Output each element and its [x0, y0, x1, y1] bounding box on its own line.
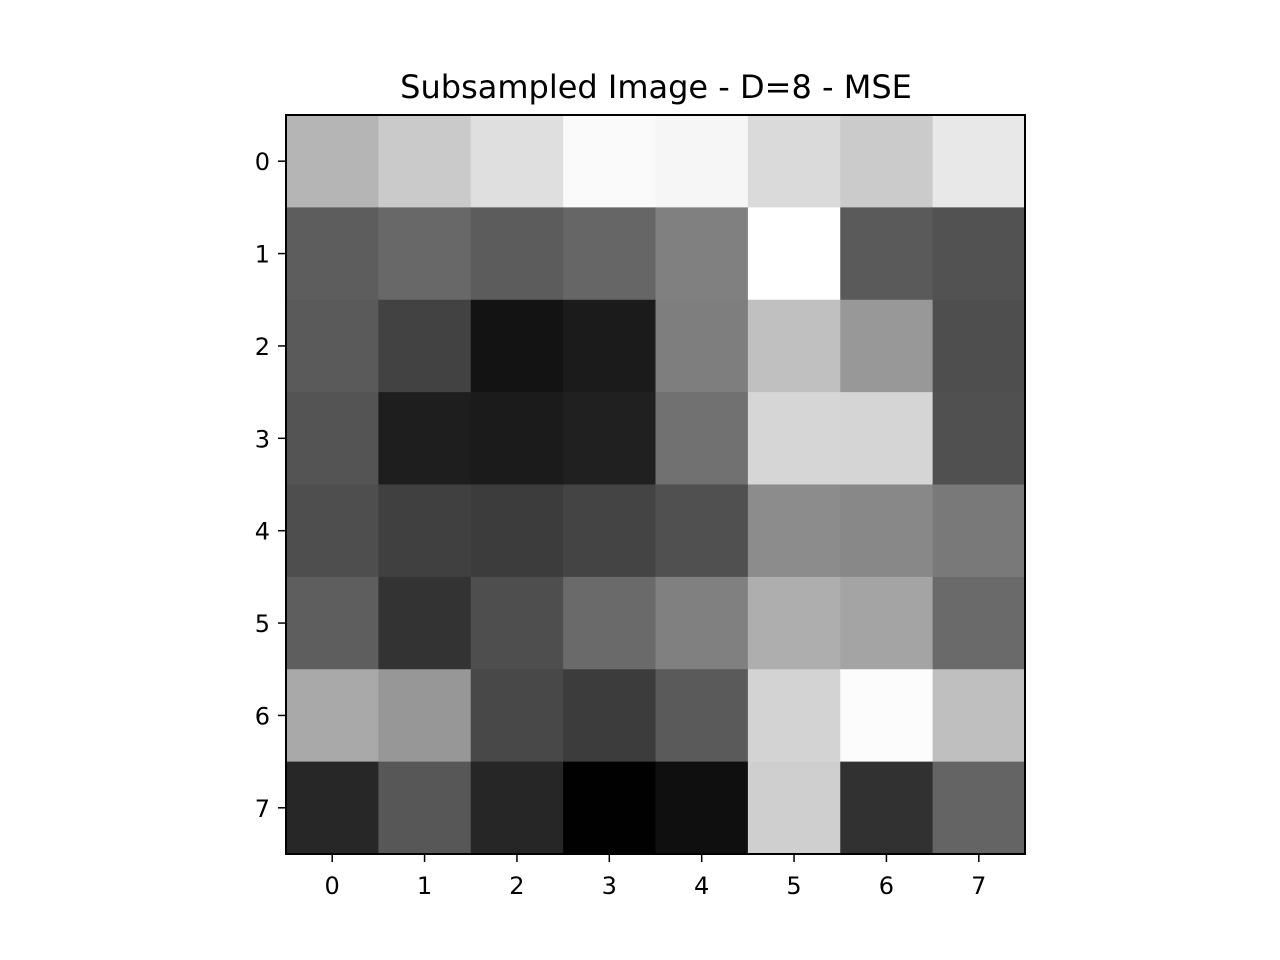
x-axis: 0 1 2 3 4 5 6 7	[325, 854, 986, 900]
heatmap-cell	[378, 299, 472, 393]
chart-title: Subsampled Image - D=8 - MSE	[400, 68, 912, 106]
heatmap-cell	[470, 761, 564, 855]
x-tick-label: 3	[602, 872, 617, 900]
heatmap-cell	[840, 484, 934, 578]
heatmap-cell	[470, 669, 564, 763]
heatmap-cell	[563, 761, 657, 855]
heatmap-cell	[747, 576, 841, 670]
heatmap-cell	[747, 669, 841, 763]
heatmap-cell	[932, 392, 1026, 486]
heatmap-cell	[840, 299, 934, 393]
heatmap-cell	[378, 115, 472, 208]
heatmap-cell	[932, 299, 1026, 393]
heatmap-cell	[655, 576, 749, 670]
heatmap-cell	[378, 207, 472, 301]
heatmap-cell	[470, 576, 564, 670]
heatmap-cell	[655, 392, 749, 486]
heatmap-cell	[563, 669, 657, 763]
heatmap-cell	[286, 576, 379, 670]
heatmap-cell	[563, 392, 657, 486]
heatmap-cell	[563, 576, 657, 670]
heatmap-cell	[747, 392, 841, 486]
heatmap-cell	[932, 576, 1026, 670]
heatmap-cell	[286, 484, 379, 578]
heatmap-cell	[747, 299, 841, 393]
y-tick-label: 2	[255, 333, 270, 361]
heatmap-cell	[470, 484, 564, 578]
heatmap-cell	[840, 115, 934, 208]
heatmap-cell	[563, 115, 657, 208]
heatmap-cell	[932, 207, 1026, 301]
y-axis: 0 1 2 3 4 5 6 7	[255, 148, 286, 823]
heatmap-cell	[655, 207, 749, 301]
heatmap-cell	[655, 115, 749, 208]
heatmap-cell	[378, 669, 472, 763]
heatmap-cell	[378, 484, 472, 578]
heatmap-cell	[932, 761, 1026, 855]
heatmap-cell	[286, 207, 379, 301]
heatmap-cells	[286, 115, 1026, 855]
y-tick-label: 5	[255, 610, 270, 638]
x-tick-label: 1	[417, 872, 432, 900]
heatmap-cell	[286, 669, 379, 763]
heatmap-cell	[470, 115, 564, 208]
y-tick-label: 0	[255, 148, 270, 176]
axes-frame	[285, 114, 1026, 855]
heatmap-cell	[747, 484, 841, 578]
x-tick-label: 5	[786, 872, 801, 900]
heatmap-cell	[378, 761, 472, 855]
heatmap-cell	[840, 207, 934, 301]
heatmap-cell	[655, 484, 749, 578]
x-tick-label: 2	[509, 872, 524, 900]
heatmap-cell	[286, 299, 379, 393]
heatmap-cell	[840, 576, 934, 670]
heatmap-cell	[470, 207, 564, 301]
heatmap-cell	[747, 115, 841, 208]
heatmap-cell	[655, 761, 749, 855]
heatmap-cell	[286, 761, 379, 855]
heatmap-cell	[840, 761, 934, 855]
x-tick-label: 4	[694, 872, 709, 900]
heatmap-cell	[747, 207, 841, 301]
heatmap-cell	[563, 299, 657, 393]
heatmap-cell	[563, 207, 657, 301]
heatmap-cell	[378, 576, 472, 670]
heatmap-cell	[840, 392, 934, 486]
heatmap-cell	[286, 392, 379, 486]
heatmap-cell	[932, 669, 1026, 763]
y-tick-label: 4	[255, 518, 270, 546]
heatmap-cell	[655, 669, 749, 763]
heatmap-cell	[286, 115, 379, 208]
y-tick-label: 7	[255, 795, 270, 823]
x-tick-label: 6	[879, 872, 894, 900]
heatmap-cell	[563, 484, 657, 578]
y-tick-label: 3	[255, 425, 270, 453]
heatmap-cell	[378, 392, 472, 486]
x-tick-label: 0	[325, 872, 340, 900]
heatmap-cell	[932, 484, 1026, 578]
heatmap-cell	[655, 299, 749, 393]
heatmap-cell	[932, 115, 1026, 208]
heatmap-cell	[470, 299, 564, 393]
heatmap-cell	[747, 761, 841, 855]
heatmap-cell	[840, 669, 934, 763]
heatmap-cell	[470, 392, 564, 486]
x-tick-label: 7	[971, 872, 986, 900]
y-tick-label: 1	[255, 241, 270, 269]
y-tick-label: 6	[255, 702, 270, 730]
